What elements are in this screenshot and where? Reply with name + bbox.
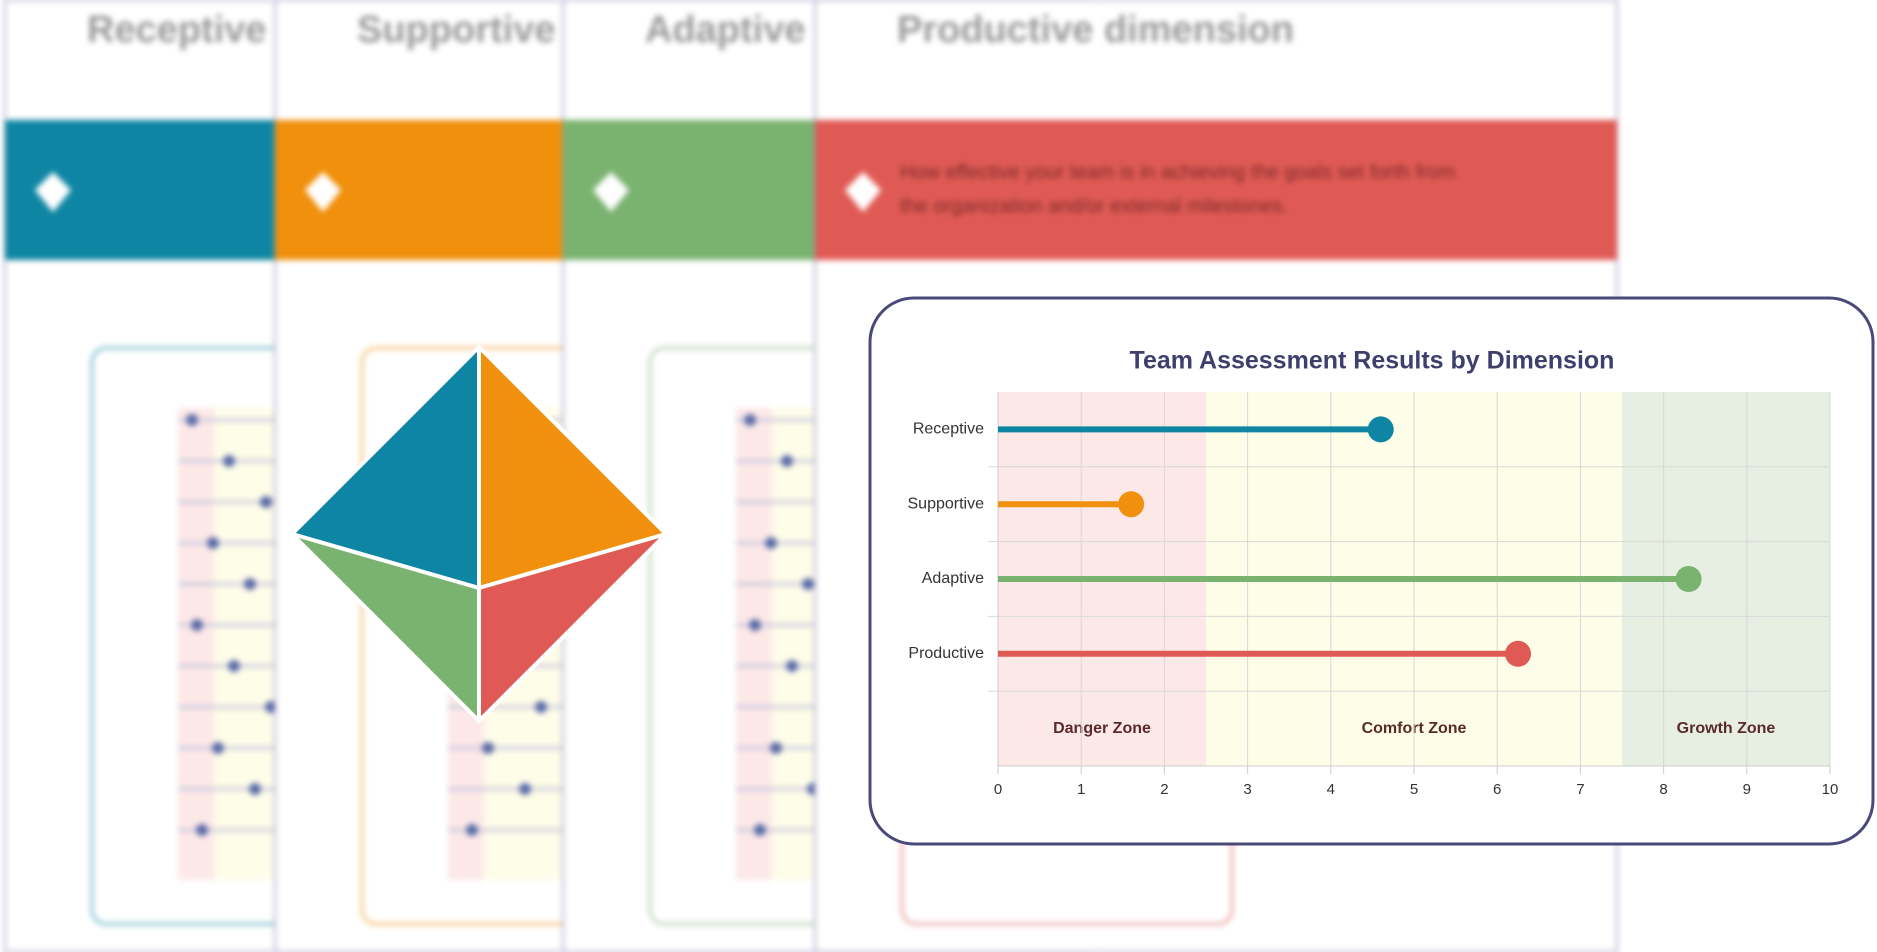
page-band [815, 120, 1617, 260]
logo [290, 345, 668, 723]
y-tick-label: Receptive [913, 421, 984, 438]
mini-dot [244, 578, 256, 590]
mini-dot [765, 537, 777, 549]
x-tick-label: 4 [1327, 781, 1335, 798]
mini-dot [249, 783, 261, 795]
lollipop-dot [1367, 416, 1394, 443]
mini-zone [736, 408, 772, 880]
x-tick-label: 1 [1077, 781, 1085, 798]
page-description: How effective your team is in achieving … [900, 161, 1455, 183]
mini-dot [535, 701, 547, 713]
mini-zone [178, 408, 214, 880]
x-tick-label: 7 [1576, 781, 1584, 798]
page-icon [845, 172, 881, 212]
mini-dot [260, 496, 272, 508]
y-tick-label: Adaptive [922, 570, 984, 587]
zone-label: Danger Zone [1053, 720, 1151, 737]
x-tick-label: 0 [994, 781, 1002, 798]
x-tick-label: 3 [1243, 781, 1251, 798]
mini-dot [223, 455, 235, 467]
mini-dot [519, 783, 531, 795]
x-tick-label: 8 [1659, 781, 1667, 798]
mini-dot [191, 619, 203, 631]
x-tick-label: 9 [1743, 781, 1751, 798]
mini-dot [802, 578, 814, 590]
page-title: Adaptive [645, 9, 805, 51]
mini-dot [466, 824, 478, 836]
page-description: the organization and/or external milesto… [900, 195, 1288, 217]
x-tick-label: 5 [1410, 781, 1418, 798]
lollipop-dot [1675, 566, 1702, 592]
mini-dot [196, 824, 208, 836]
lollipop-dot [1505, 640, 1531, 667]
mini-dot [212, 742, 224, 754]
x-tick-label: 10 [1822, 781, 1839, 798]
mini-dot [265, 701, 277, 713]
mini-dot [781, 455, 793, 467]
mini-dot [749, 619, 761, 631]
mini-dot [786, 660, 798, 672]
page-icon [305, 172, 341, 212]
page-icon [35, 172, 71, 212]
page-title: Supportive [357, 9, 555, 51]
mini-dot [207, 537, 219, 549]
y-tick-label: Supportive [908, 495, 985, 512]
mini-dot [186, 414, 198, 426]
mini-dot [770, 742, 782, 754]
mini-dot [482, 742, 494, 754]
page-title: Productive dimension [897, 9, 1294, 51]
page-title: Receptive [87, 9, 267, 51]
y-tick-label: Productive [908, 645, 984, 662]
mini-dot [744, 414, 756, 426]
x-tick-label: 2 [1160, 781, 1168, 798]
lollipop-dot [1118, 491, 1145, 518]
zone-label: Growth Zone [1677, 720, 1776, 737]
chart-title: Team Assessment Results by Dimension [1130, 347, 1615, 375]
x-tick-label: 6 [1493, 781, 1501, 798]
logo-part [477, 532, 668, 723]
page-icon [593, 172, 629, 212]
mini-dot [754, 824, 766, 836]
mini-dot [228, 660, 240, 672]
